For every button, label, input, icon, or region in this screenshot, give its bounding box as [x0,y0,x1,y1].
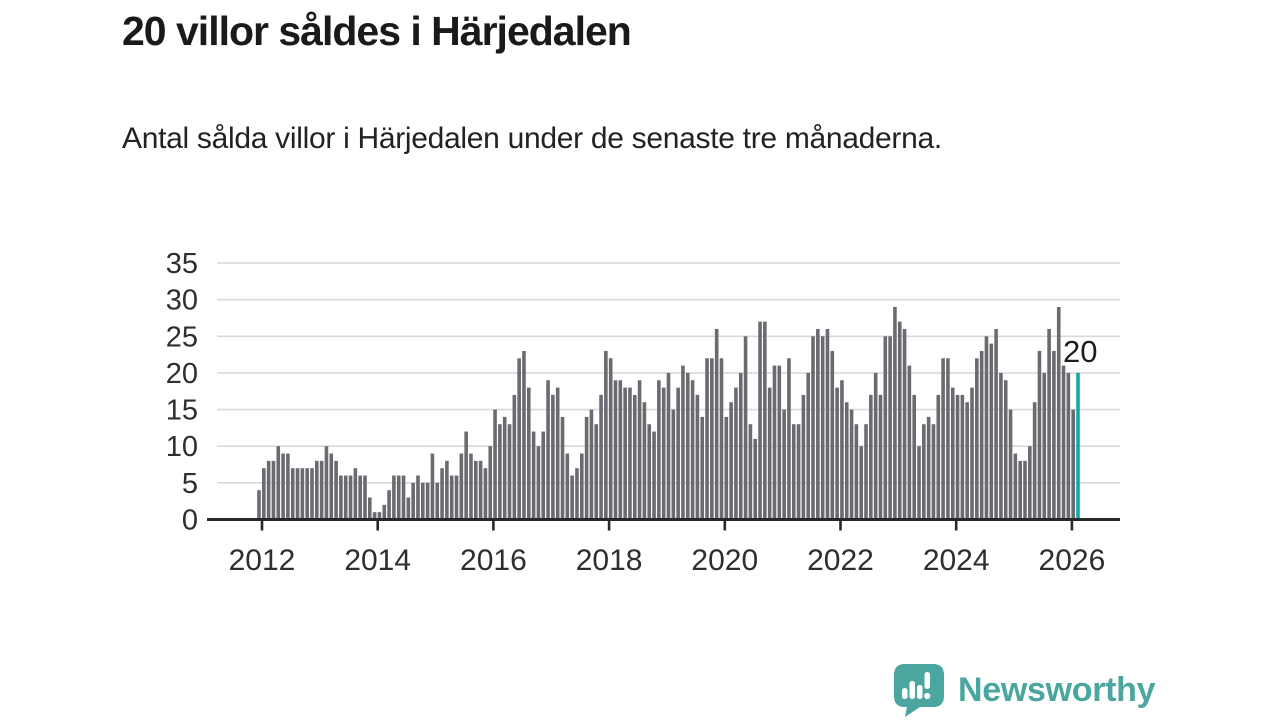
newsworthy-logo-icon [894,664,944,717]
chart-title: 20 villor såldes i Härjedalen [122,8,632,54]
svg-text:2022: 2022 [807,544,874,577]
newsworthy-logo-text: Newsworthy [958,670,1156,709]
svg-text:0: 0 [182,505,198,537]
svg-text:35: 35 [166,248,198,280]
chart-subtitle: Antal sålda villor i Härjedalen under de… [122,122,942,155]
svg-text:2018: 2018 [576,544,643,577]
exclamation-dot [924,692,931,700]
svg-text:30: 30 [166,285,198,317]
newsworthy-logo: Newsworthy [893,664,1156,717]
svg-text:2024: 2024 [923,544,990,577]
svg-text:2014: 2014 [344,544,411,577]
svg-text:20: 20 [166,358,198,390]
svg-text:10: 10 [166,431,198,463]
last-bar-value-label: 20 [1063,334,1097,369]
svg-text:15: 15 [166,395,198,427]
svg-text:25: 25 [166,321,198,353]
svg-text:2026: 2026 [1039,544,1106,577]
exclamation-bar [924,672,930,689]
svg-text:2016: 2016 [460,544,527,577]
svg-text:2020: 2020 [691,544,758,577]
svg-text:2012: 2012 [229,544,296,577]
svg-text:5: 5 [182,468,198,500]
